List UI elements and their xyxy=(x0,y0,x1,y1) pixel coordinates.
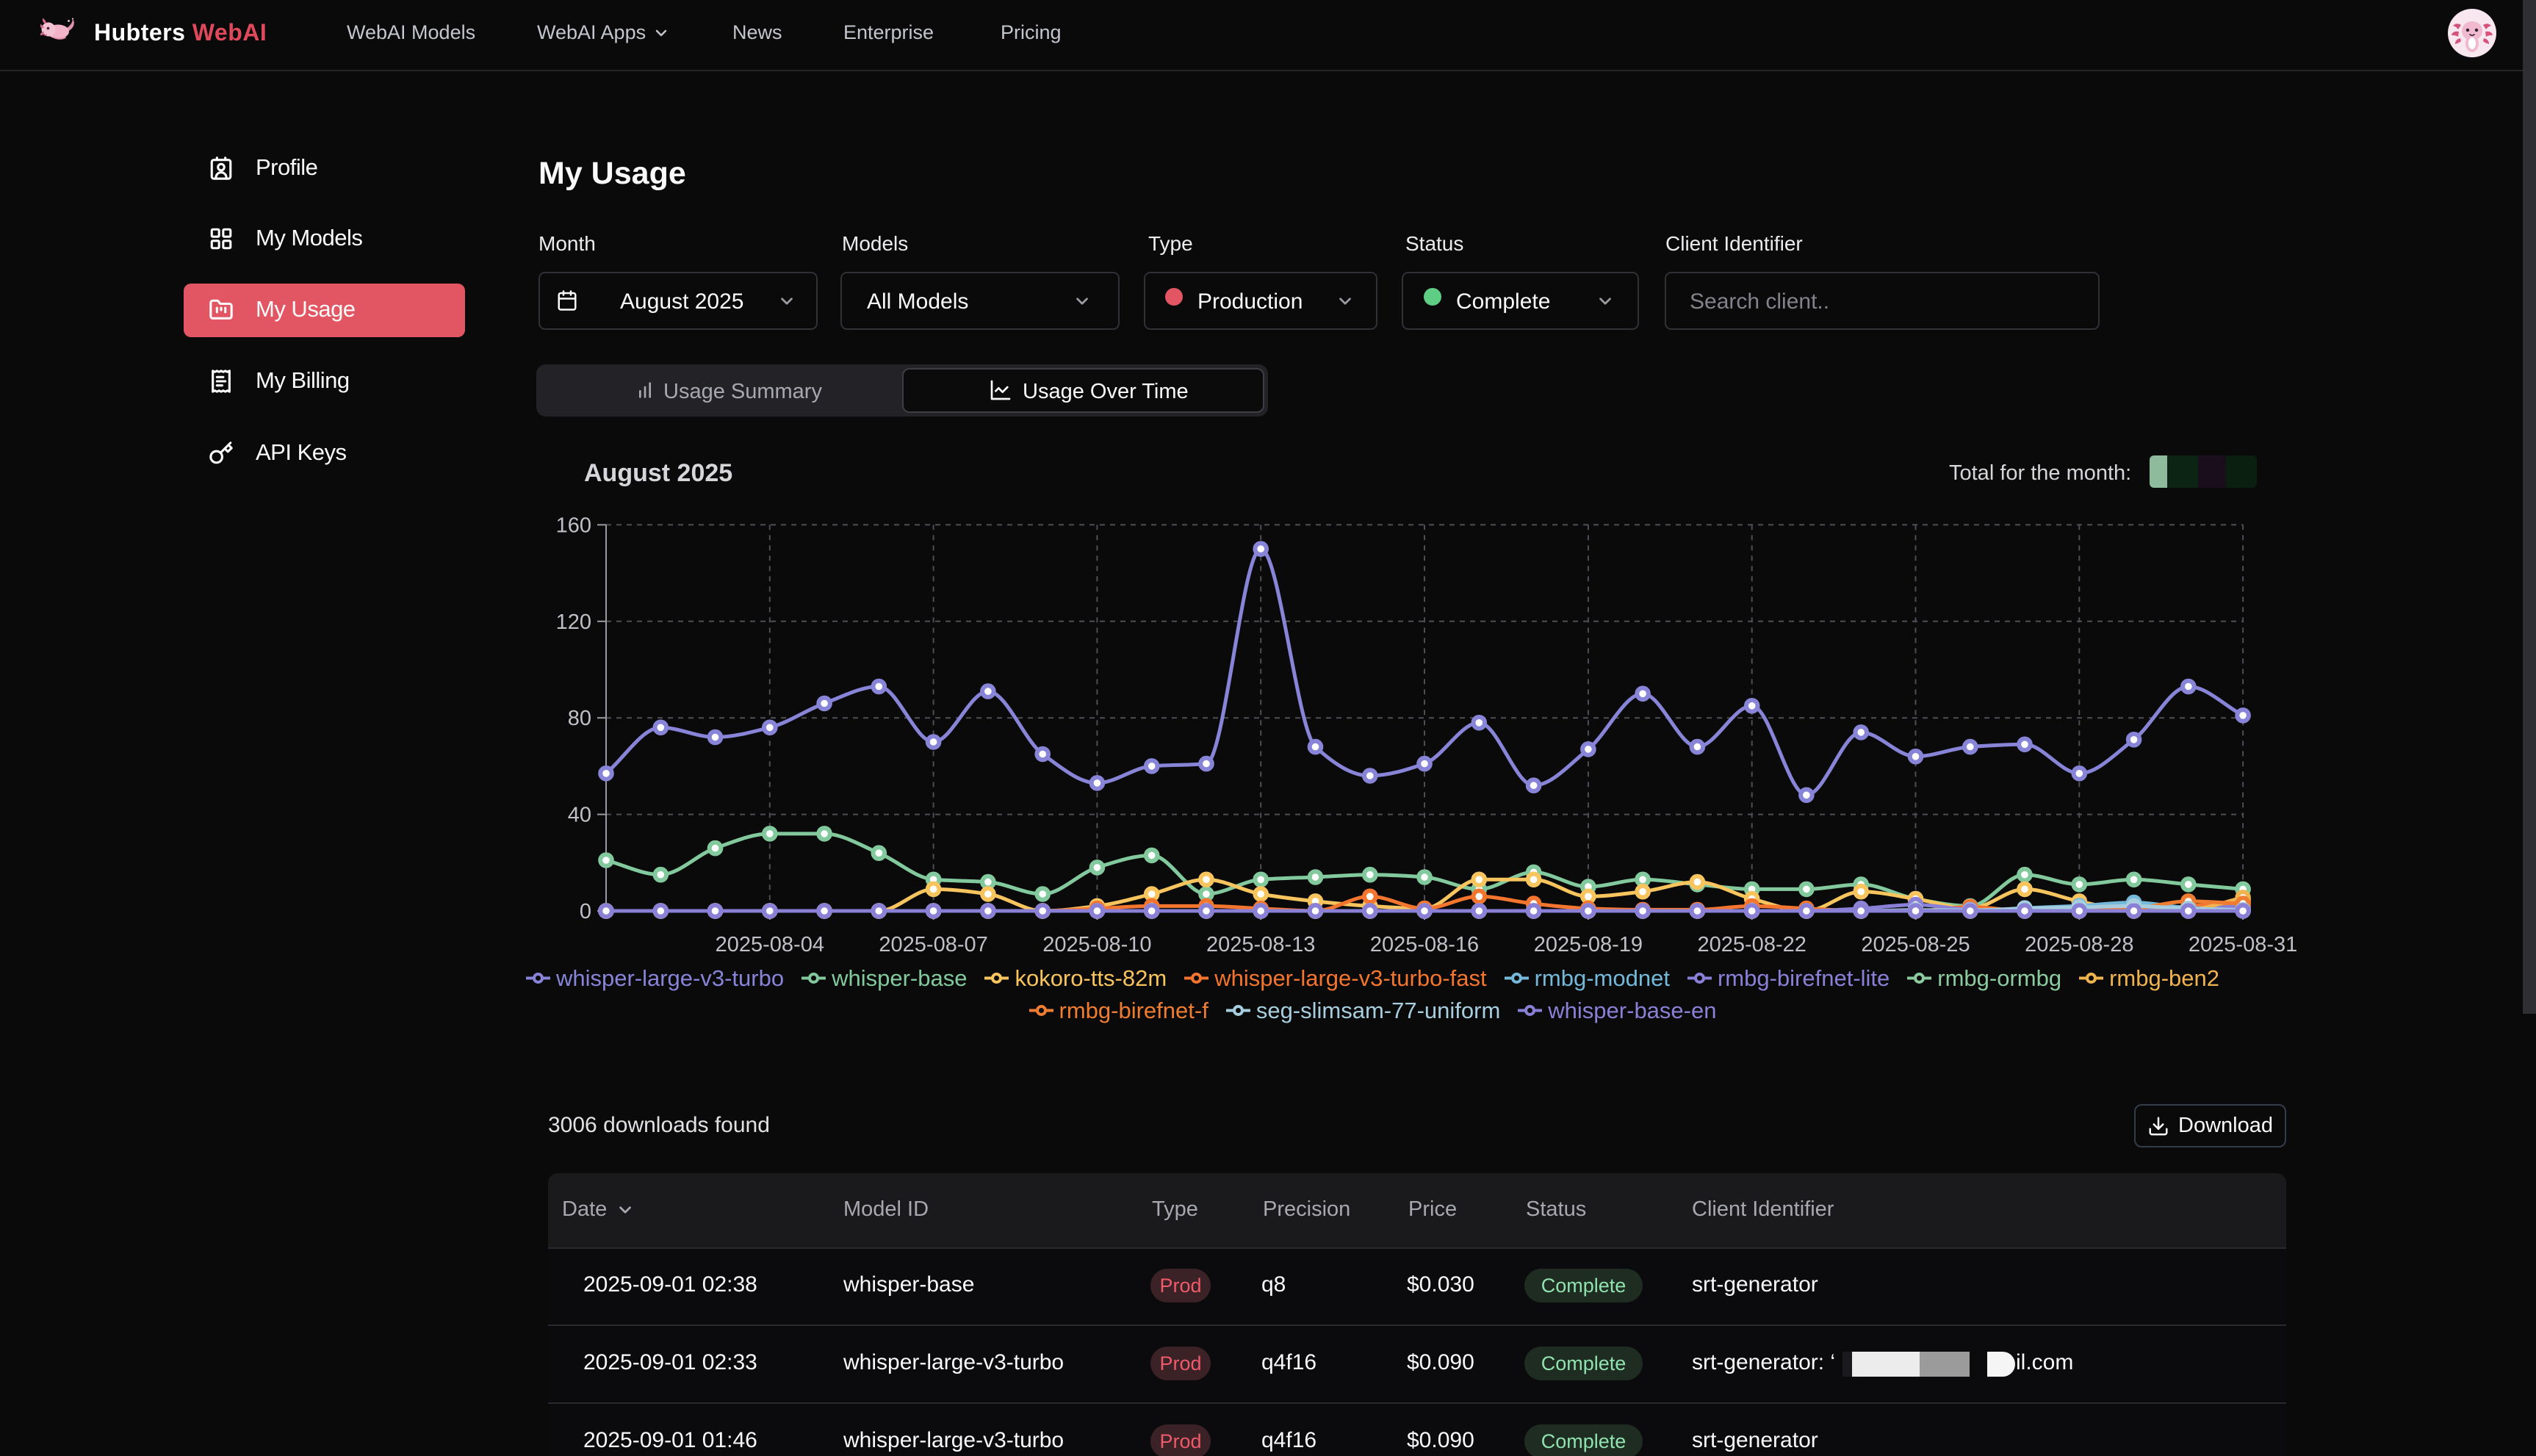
svg-text:2025-08-19: 2025-08-19 xyxy=(1534,933,1643,956)
svg-text:2025-08-07: 2025-08-07 xyxy=(879,933,987,956)
svg-text:80: 80 xyxy=(568,707,591,730)
svg-text:0: 0 xyxy=(580,900,591,923)
svg-text:2025-08-22: 2025-08-22 xyxy=(1698,933,1806,956)
svg-text:2025-08-04: 2025-08-04 xyxy=(716,933,824,956)
svg-text:2025-08-28: 2025-08-28 xyxy=(2025,933,2133,956)
svg-text:120: 120 xyxy=(556,610,591,634)
svg-text:2025-08-13: 2025-08-13 xyxy=(1206,933,1315,956)
svg-text:40: 40 xyxy=(568,804,591,827)
svg-text:2025-08-10: 2025-08-10 xyxy=(1042,933,1151,956)
svg-text:2025-08-31: 2025-08-31 xyxy=(2189,933,2297,956)
svg-text:160: 160 xyxy=(556,513,591,537)
svg-text:2025-08-16: 2025-08-16 xyxy=(1370,933,1479,956)
svg-text:2025-08-25: 2025-08-25 xyxy=(1861,933,1970,956)
